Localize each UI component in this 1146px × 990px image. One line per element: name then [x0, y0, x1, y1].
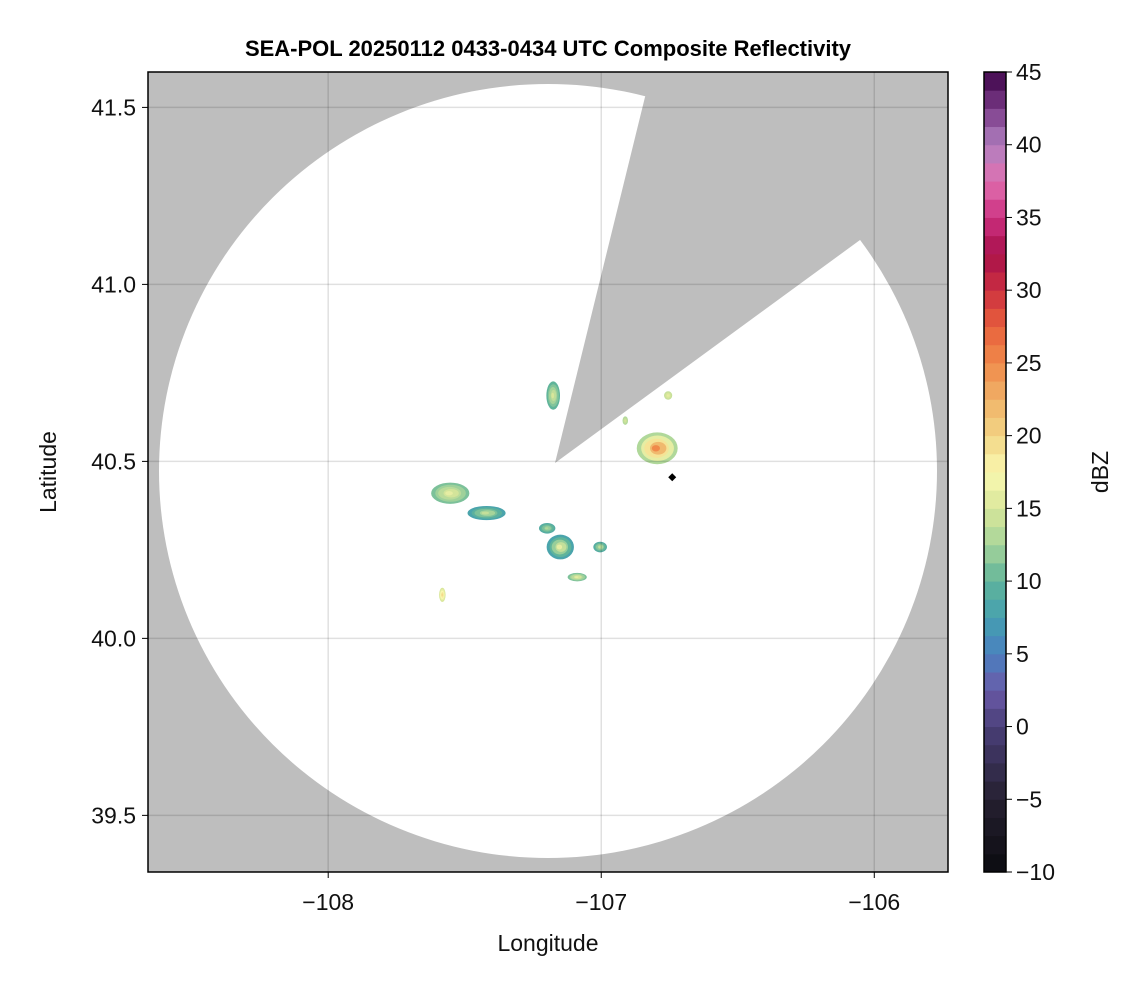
colorbar-bin [984, 708, 1006, 728]
colorbar-bin [984, 417, 1006, 437]
echo-cell [551, 392, 555, 399]
colorbar-bin [984, 817, 1006, 837]
colorbar-bin [984, 599, 1006, 618]
y-tick-label: 41.0 [91, 271, 136, 297]
colorbar-label: dBZ [1087, 451, 1113, 493]
echo-cell [556, 544, 563, 550]
site-marker [668, 473, 677, 482]
echo-cell [667, 394, 669, 397]
colorbar-bin [984, 326, 1006, 346]
colorbar-bin [984, 162, 1006, 182]
colorbar-bin [984, 762, 1006, 782]
colorbar-bin [984, 144, 1006, 164]
colorbar-bin [984, 690, 1006, 709]
colorbar-frame [983, 71, 1007, 873]
y-axis-label: Latitude [35, 431, 61, 513]
y-axis: 39.5 40.0 40.5 41.0 41.5 [91, 94, 148, 828]
colorbar-bin [984, 217, 1006, 237]
colorbar-bin [984, 72, 1006, 91]
colorbar-tick-label: 30 [1016, 277, 1042, 303]
colorbar-tick-label: 0 [1016, 714, 1029, 740]
echo-cell [445, 491, 453, 496]
colorbar-bin [984, 399, 1006, 418]
grid-lines [148, 72, 948, 872]
colorbar-bin [984, 799, 1006, 818]
colorbar-tick-label: −5 [1016, 786, 1042, 812]
y-tick-label: 40.0 [91, 625, 136, 651]
colorbar-bin [984, 581, 1006, 600]
plot-frame [147, 71, 949, 873]
colorbar-bin [984, 617, 1006, 637]
chart-title: SEA-POL 20250112 0433-0434 UTC Composite… [245, 36, 852, 61]
y-tick-label: 39.5 [91, 802, 136, 828]
colorbar-bin [984, 435, 1006, 455]
echo-cell [545, 527, 549, 530]
colorbar-bin [984, 235, 1006, 255]
colorbar-bin [984, 453, 1006, 473]
colorbar-bin [984, 526, 1006, 546]
echo-cell [441, 593, 443, 597]
colorbar-bin [984, 744, 1006, 764]
colorbar-bin [984, 472, 1006, 491]
colorbar-bin [984, 181, 1006, 200]
colorbar-tick-label: 5 [1016, 641, 1029, 667]
colorbar-bin [984, 381, 1006, 400]
colorbar-bin [984, 90, 1006, 109]
colorbar-bin [984, 508, 1006, 528]
colorbar-tick-label: 45 [1016, 59, 1042, 85]
y-tick-label: 41.5 [91, 94, 136, 120]
colorbar-tick-label: −10 [1016, 859, 1055, 885]
colorbar-bin [984, 653, 1006, 673]
colorbar-bin [984, 544, 1006, 564]
colorbar-bin [984, 272, 1006, 291]
colorbar-bin [984, 835, 1006, 855]
colorbar-tick-label: 25 [1016, 350, 1042, 376]
x-tick-label: −107 [575, 889, 627, 915]
colorbar-bin [984, 635, 1006, 655]
colorbar-tick-label: 20 [1016, 423, 1042, 449]
colorbar-bin [984, 362, 1006, 382]
colorbar-bin [984, 490, 1006, 509]
y-tick-label: 40.5 [91, 448, 136, 474]
x-axis-label: Longitude [497, 930, 598, 956]
plot-area [148, 72, 948, 872]
echo-cell [624, 419, 626, 422]
x-tick-label: −108 [302, 889, 354, 915]
colorbar-tick-label: 35 [1016, 204, 1042, 230]
colorbar: −10 −5 0 5 10 15 20 25 30 35 40 45 [983, 59, 1055, 885]
colorbar-bin [984, 199, 1006, 218]
colorbar-bin [984, 781, 1006, 800]
echo-cell [651, 445, 660, 452]
colorbar-bin [984, 308, 1006, 328]
blocked-sector [555, 72, 948, 463]
colorbar-bin [984, 672, 1006, 691]
colorbar-bin [984, 290, 1006, 309]
colorbar-bin [984, 344, 1006, 364]
colorbar-tick-label: 10 [1016, 568, 1042, 594]
colorbar-bin [984, 126, 1006, 146]
echo-cell [481, 511, 490, 515]
colorbar-bin [984, 726, 1006, 746]
colorbar-bin [984, 108, 1006, 128]
colorbar-bin [984, 562, 1006, 582]
echo-cell [598, 545, 602, 549]
colorbar-bin [984, 253, 1006, 273]
colorbar-tick-label: 40 [1016, 132, 1042, 158]
x-axis: −108 −107 −106 [302, 872, 900, 915]
x-tick-label: −106 [848, 889, 900, 915]
colorbar-bin [984, 853, 1006, 873]
echo-cell [574, 576, 579, 578]
colorbar-tick-label: 15 [1016, 495, 1042, 521]
